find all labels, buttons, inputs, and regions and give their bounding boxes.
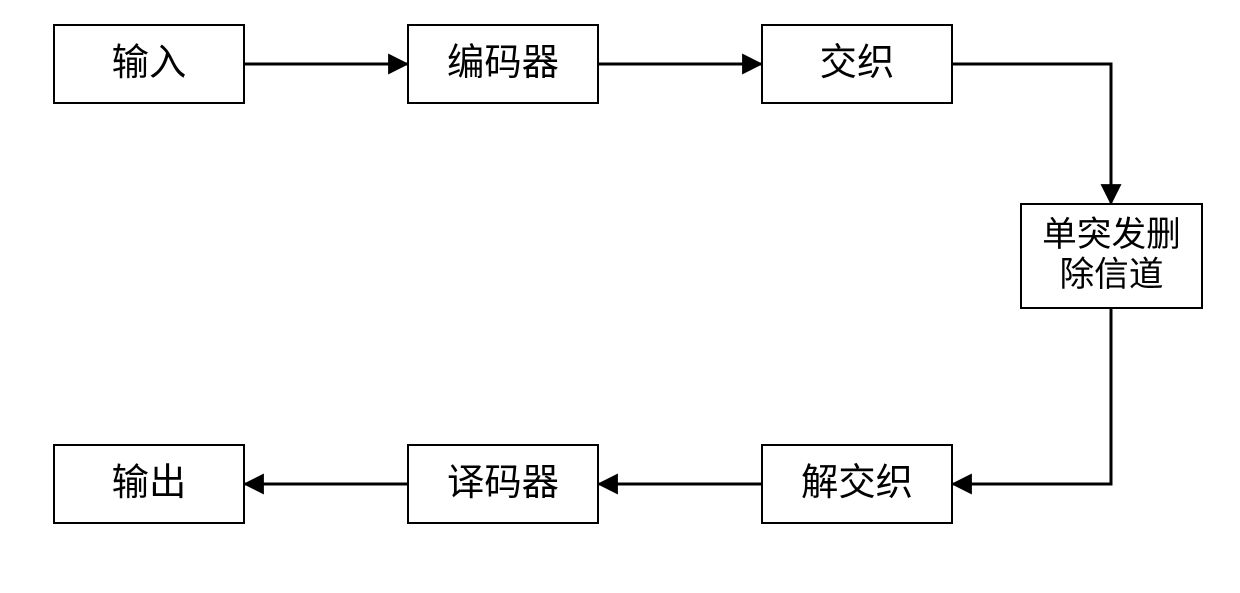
node-label: 交织 [820, 43, 895, 86]
node-label: 输出 [112, 463, 187, 506]
node-label: 输入 [112, 43, 187, 86]
edge-channel-to-deinterleave [953, 309, 1111, 484]
node-label: 单突发删 除信道 [1042, 216, 1181, 296]
node-output: 输出 [53, 444, 245, 524]
node-label: 解交织 [801, 463, 913, 506]
node-label: 编码器 [447, 43, 559, 86]
edge-interleave-to-channel [953, 64, 1111, 203]
node-input: 输入 [53, 24, 245, 104]
node-interleave: 交织 [761, 24, 953, 104]
node-label: 译码器 [447, 463, 559, 506]
flowchart-canvas: 输入 编码器 交织单突发删 除信道解交织 译码器 输出 [0, 0, 1240, 593]
node-decoder: 译码器 [407, 444, 599, 524]
node-encoder: 编码器 [407, 24, 599, 104]
node-deinterleave: 解交织 [761, 444, 953, 524]
node-channel: 单突发删 除信道 [1020, 203, 1203, 309]
